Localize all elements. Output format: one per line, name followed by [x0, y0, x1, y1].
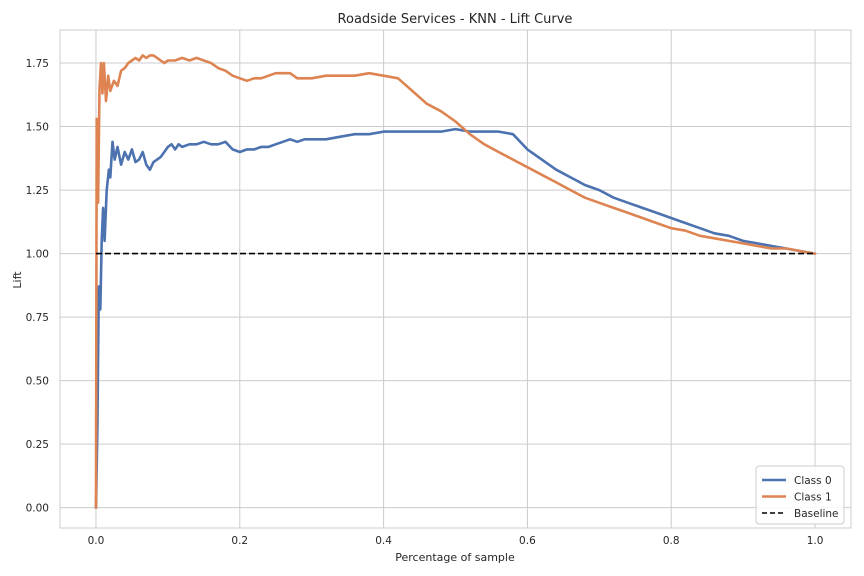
chart-title: Roadside Services - KNN - Lift Curve: [338, 12, 573, 27]
series-line-class-1: [94, 54, 817, 509]
legend-label-class-1: Class 1: [794, 492, 832, 504]
y-tick-label: 0.00: [26, 503, 49, 515]
series-layer: [94, 54, 817, 509]
y-axis-label: Lift: [11, 271, 24, 289]
x-axis-label: Percentage of sample: [395, 551, 515, 564]
legend-label-class-0: Class 0: [794, 475, 832, 487]
y-axis-ticks: 0.00 0.25 0.50 0.75 1.00 1.25 1.50 1.75: [26, 58, 49, 515]
x-axis-ticks: 0.0 0.2 0.4 0.6 0.8 1.0: [88, 535, 824, 547]
x-tick-label: 1.0: [807, 535, 824, 547]
y-tick-label: 1.50: [26, 122, 49, 134]
y-tick-label: 0.50: [26, 376, 49, 388]
x-tick-label: 0.8: [663, 535, 680, 547]
x-tick-label: 0.2: [231, 535, 248, 547]
y-tick-label: 1.75: [26, 58, 49, 70]
y-tick-label: 0.25: [26, 439, 49, 451]
x-tick-label: 0.4: [375, 535, 392, 547]
series-line-class-0: [94, 127, 817, 509]
y-tick-label: 1.25: [26, 185, 49, 197]
plot-area: [59, 29, 852, 529]
legend-label-baseline: Baseline: [794, 508, 839, 520]
y-tick-label: 0.75: [26, 312, 49, 324]
y-tick-label: 1.00: [26, 249, 49, 261]
x-tick-label: 0.0: [88, 535, 105, 547]
x-tick-label: 0.6: [519, 535, 536, 547]
legend: Class 0 Class 1 Baseline: [755, 465, 845, 525]
